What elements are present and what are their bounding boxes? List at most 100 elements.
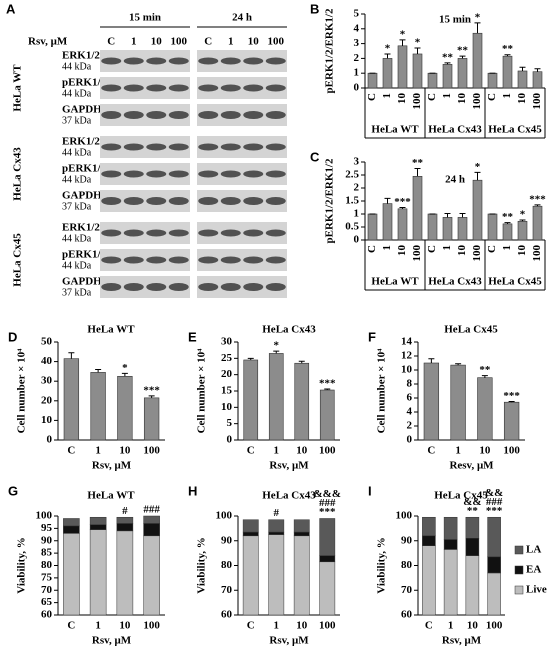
blot-band [101,143,122,151]
bar [382,203,393,241]
blot-band [243,229,264,237]
blot-band [220,57,241,65]
chart-title: HeLa Cx45 [434,490,488,502]
blot-band [146,57,167,65]
error-bar [481,375,488,378]
x-tick-label: 1 [381,93,393,99]
blot-band [220,283,241,291]
y-tick-label: 0 [227,434,233,446]
blot-band [123,143,144,151]
y-tick-label: 3 [354,156,360,168]
x-tick-label: C [486,93,498,101]
protein-label: GAPDH [62,190,102,202]
x-tick-label: 1 [441,245,453,251]
group-label: HeLa Cx43 [428,276,482,288]
x-tick-label: 100 [411,93,423,110]
blot-band [198,229,219,237]
bar [517,220,528,241]
x-tick-label: 100 [486,620,503,632]
y-tick-label: 85 [41,547,53,559]
significance-label: *** [529,193,546,205]
size-label: 44 kDa [62,233,92,244]
blot-band [265,111,286,119]
bar [319,389,335,441]
y-tick-label: 10 [41,414,53,426]
blot-band [101,57,122,65]
x-tick-label: 10 [516,93,528,105]
y-tick-label: 60 [401,609,413,621]
lane-label: 100 [171,36,188,48]
x-tick-label: C [67,620,75,632]
y-tick-label: 90 [41,534,53,546]
blot-band [243,84,264,92]
lane-label: 10 [248,36,260,48]
significance-label: ### [319,497,336,509]
blot-band [168,57,189,65]
error-bar [504,222,511,224]
y-tick-label: 5 [227,417,233,429]
x-tick-label: 100 [319,620,336,632]
time-label: 15 min [129,12,161,24]
y-tick-label: 1 [354,208,360,220]
blot-image [197,222,287,244]
significance-label: * [400,28,406,40]
blot-band [265,256,286,264]
x-axis-label: Rsv, μM [442,635,482,647]
y-tick-label: 60 [41,609,53,621]
x-axis-label: Resv, μM [449,460,494,472]
y-tick-label: 1 [354,67,360,79]
blot-band [265,283,286,291]
bar [382,58,393,89]
blot-band [123,256,144,264]
protein-label: ERK1/2 [62,136,100,148]
bar [532,205,543,241]
bar [472,179,483,241]
blot-band [101,229,122,237]
blot-band [123,283,144,291]
y-tick-label: 30 [41,375,53,387]
error-bar [508,401,515,403]
bar-segment [465,516,480,539]
x-tick-label: 100 [471,245,483,262]
error-bar [414,47,421,54]
blot-band [198,111,219,119]
blot-image [100,276,190,298]
y-tick-label: 1.5 [345,195,359,207]
blot-band [146,84,167,92]
blot-band [243,197,264,205]
error-bar [148,395,155,398]
x-tick-label: 10 [396,93,408,105]
bar [502,223,513,241]
blot-band [168,256,189,264]
significance-label: ** [467,505,479,517]
blot-band [220,229,241,237]
bar [367,213,378,241]
error-bar [384,197,391,204]
bar [457,58,468,89]
bar [397,208,408,241]
y-tick-label: 4 [354,22,360,34]
blot-image [100,136,190,158]
blot-band [198,170,219,178]
blot-band [168,84,189,92]
x-tick-label: 1 [501,245,513,251]
panel-letter: E [188,329,197,344]
blot-image [197,104,287,126]
bar-segment [268,519,285,533]
blot-band [198,84,219,92]
chart-title: HeLa Cx43 [262,324,316,336]
bar [268,353,284,441]
y-tick-label: 60 [221,609,233,621]
bar-segment [242,535,259,616]
blot-band [220,197,241,205]
error-bar [519,219,526,222]
x-tick-label: 100 [143,620,160,632]
blot-band [146,256,167,264]
significance-label: ** [412,157,424,169]
significance-label: * [122,362,128,374]
blot-image [100,249,190,271]
error-bar [519,66,526,71]
blot-band [198,143,219,151]
bar-segment [487,572,501,616]
chart-title: 24 h [445,174,465,186]
